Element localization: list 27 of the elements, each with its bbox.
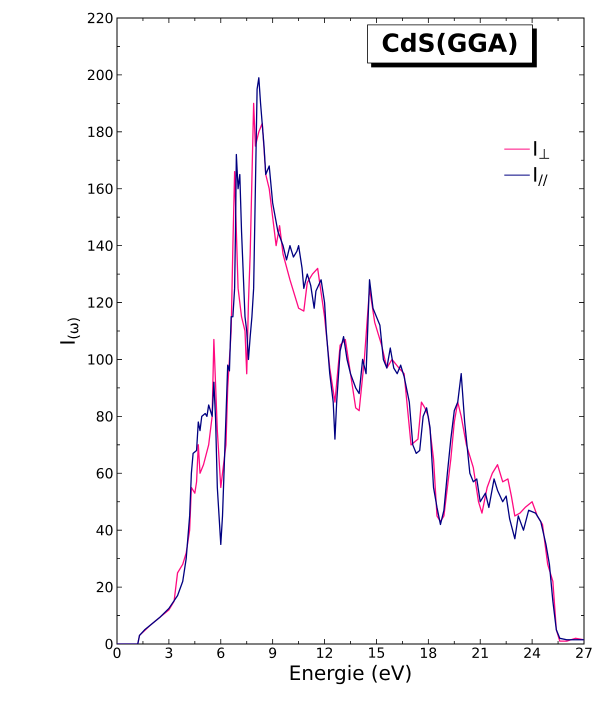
x-tick-label: 3 — [165, 648, 172, 658]
x-tick-label: 24 — [524, 648, 540, 658]
y-tick-label: 40 — [96, 524, 112, 536]
x-tick-label: 6 — [217, 648, 224, 658]
y-tick-label: 0 — [105, 638, 112, 650]
y-tick-label: 100 — [88, 354, 112, 365]
legend-label: I$_{⊥}$ — [534, 141, 550, 159]
x-tick-label: 12 — [317, 648, 332, 658]
text: CdS(GGA) — [382, 32, 516, 56]
x-tick-label: 18 — [420, 648, 436, 658]
y-tick-label: 220 — [88, 12, 112, 24]
y-tick-label: 140 — [88, 240, 112, 251]
y-tick-label: 120 — [88, 297, 112, 308]
y-tick-label: 180 — [88, 126, 112, 138]
x-tick-label: 0 — [113, 648, 120, 658]
x-tick-label: 27 — [576, 648, 592, 658]
y-tick-label: 160 — [88, 183, 112, 194]
x-tick-label: 9 — [269, 648, 276, 658]
y-tick-label: 60 — [96, 468, 112, 479]
y-axis-title: I$_{(ω)}$ — [60, 318, 80, 344]
y-tick-label: 200 — [88, 70, 112, 80]
legend-label: I$_{//}$ — [534, 167, 548, 186]
x-tick-label: 15 — [369, 648, 384, 658]
y-tick-label: 20 — [96, 582, 112, 592]
x-tick-label: 21 — [472, 648, 488, 658]
y-tick-label: 80 — [96, 411, 112, 422]
x-axis-title: Energie (eV) — [290, 664, 410, 684]
